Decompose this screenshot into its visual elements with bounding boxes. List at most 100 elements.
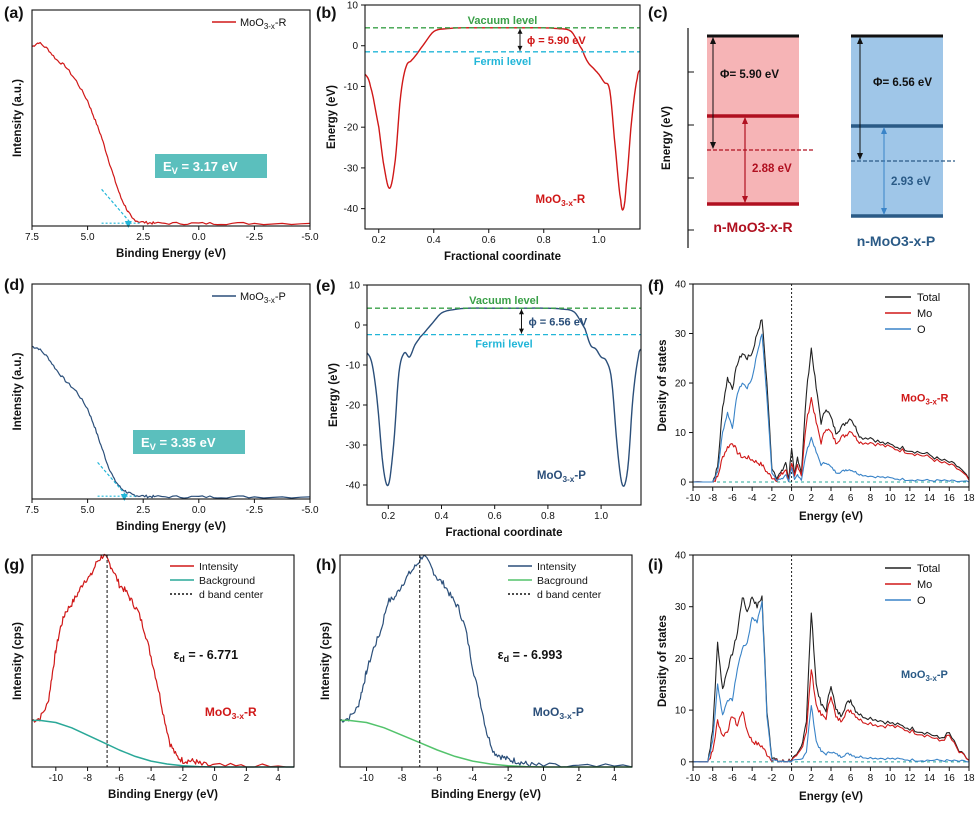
x-tick-label: -10 bbox=[49, 773, 64, 784]
x-tick-label: 2.5 bbox=[136, 232, 150, 243]
vacuum-level-label: Vacuum level bbox=[469, 295, 539, 307]
x-tick-label: 0.0 bbox=[192, 505, 206, 516]
sample-label: MoO3-x-P bbox=[533, 705, 584, 721]
x-tick-label: -8 bbox=[708, 773, 717, 784]
y-tick-label: -30 bbox=[346, 441, 361, 452]
x-tick-label: 0.8 bbox=[537, 235, 551, 246]
y-tick-label: 30 bbox=[675, 602, 687, 613]
x-tick-label: -6 bbox=[433, 773, 442, 784]
legend-label: Bacground bbox=[537, 575, 588, 587]
x-tick-label: 7.5 bbox=[25, 505, 39, 516]
x-tick-label: -4 bbox=[468, 773, 477, 784]
plot-frame bbox=[31, 9, 311, 227]
d-band-annotation: εd = - 6.993 bbox=[498, 648, 563, 664]
x-tick-label: -2.5 bbox=[246, 505, 264, 516]
x-tick-label: 0 bbox=[541, 773, 547, 784]
x-tick-label: 6 bbox=[848, 773, 854, 784]
y-tick-label: 20 bbox=[675, 654, 687, 665]
y-tick-label: -40 bbox=[346, 481, 361, 492]
x-tick-label: 16 bbox=[944, 493, 956, 504]
legend-label: Intensity bbox=[537, 561, 577, 573]
x-axis-label: Energy (eV) bbox=[799, 511, 863, 523]
y-axis-label: Energy (eV) bbox=[661, 106, 673, 170]
y-tick-label: -10 bbox=[346, 361, 361, 372]
legend-label: O bbox=[917, 324, 926, 336]
x-tick-label: 10 bbox=[885, 493, 897, 504]
arrow-head bbox=[881, 208, 887, 215]
d-band-annotation: εd = - 6.771 bbox=[173, 648, 238, 664]
x-tick-label: 8 bbox=[868, 493, 874, 504]
y-tick-label: 10 bbox=[349, 281, 361, 292]
panel-label-e: (e) bbox=[316, 278, 336, 295]
y-axis-label: Energy (eV) bbox=[326, 85, 338, 149]
phi-arrow-head bbox=[517, 45, 523, 51]
legend-label: O bbox=[917, 595, 926, 607]
y-tick-label: 10 bbox=[675, 706, 687, 717]
panel-label-i: (i) bbox=[648, 557, 663, 574]
y-axis-label: Energy (eV) bbox=[328, 363, 340, 427]
y-tick-label: 0 bbox=[680, 478, 686, 489]
x-tick-label: 0 bbox=[789, 773, 795, 784]
x-tick-label: -4 bbox=[147, 773, 156, 784]
x-tick-label: 0.6 bbox=[488, 511, 502, 522]
dos-line-o bbox=[692, 600, 969, 763]
tangent-line bbox=[97, 462, 127, 497]
x-tick-label: 2 bbox=[244, 773, 250, 784]
fermi-level-label: Fermi level bbox=[475, 339, 532, 351]
x-tick-label: -8 bbox=[708, 493, 717, 504]
y-tick-label: -40 bbox=[344, 204, 359, 215]
y-tick-label: -30 bbox=[344, 163, 359, 174]
x-tick-label: 2 bbox=[809, 773, 815, 784]
legend-label: Total bbox=[917, 563, 940, 575]
x-tick-label: 14 bbox=[924, 493, 936, 504]
y-tick-label: 0 bbox=[680, 757, 686, 768]
x-tick-label: 12 bbox=[904, 493, 916, 504]
plot-frame bbox=[31, 283, 311, 500]
arrow-head bbox=[857, 37, 863, 44]
dos-line-mo bbox=[692, 669, 970, 763]
x-tick-label: -6 bbox=[115, 773, 124, 784]
box-label-p: n-MoO3-x-P bbox=[857, 233, 936, 249]
x-tick-label: -10 bbox=[686, 493, 701, 504]
plot-frame bbox=[31, 554, 295, 768]
y-tick-label: -20 bbox=[344, 123, 359, 134]
arrow-head bbox=[881, 127, 887, 134]
x-tick-label: 16 bbox=[944, 773, 956, 784]
x-tick-label: -8 bbox=[397, 773, 406, 784]
y-tick-label: 20 bbox=[675, 379, 687, 390]
x-tick-label: 0.2 bbox=[381, 511, 395, 522]
x-tick-label: -6 bbox=[728, 493, 737, 504]
phi-label: ϕ = 6.56 eV bbox=[528, 316, 587, 328]
sample-label: MoO3-x-R bbox=[536, 194, 586, 208]
arrow-head bbox=[742, 117, 748, 124]
y-tick-label: -20 bbox=[346, 401, 361, 412]
y-axis-label: Intensity (a.u.) bbox=[12, 352, 24, 430]
box-r bbox=[707, 36, 799, 204]
sample-label: MoO3-x-R bbox=[205, 705, 257, 721]
arrow-head bbox=[710, 37, 716, 44]
x-tick-label: 2 bbox=[576, 773, 582, 784]
x-tick-label: -2.5 bbox=[246, 232, 264, 243]
background-line bbox=[32, 719, 294, 768]
box-label-r: n-MoO3-x-R bbox=[713, 219, 792, 235]
x-tick-label: 0.4 bbox=[427, 235, 441, 246]
x-tick-label: -10 bbox=[359, 773, 374, 784]
panel-label-c: (c) bbox=[648, 5, 668, 22]
y-tick-label: 10 bbox=[675, 428, 687, 439]
legend-label: MoO3-x-R bbox=[240, 17, 286, 31]
x-tick-label: 18 bbox=[963, 773, 975, 784]
legend-label: d band center bbox=[537, 589, 602, 601]
x-tick-label: 0.4 bbox=[435, 511, 449, 522]
panel-label-f: (f) bbox=[648, 278, 664, 295]
x-axis-label: Energy (eV) bbox=[799, 791, 863, 803]
phi-label-p: Φ= 6.56 eV bbox=[873, 77, 932, 89]
x-tick-label: 0.8 bbox=[541, 511, 555, 522]
y-tick-label: 10 bbox=[347, 1, 359, 12]
fermi-level-label: Fermi level bbox=[474, 56, 531, 68]
x-tick-label: -2 bbox=[767, 493, 776, 504]
x-tick-label: 4 bbox=[828, 493, 834, 504]
x-tick-label: -8 bbox=[83, 773, 92, 784]
x-tick-label: -5.0 bbox=[301, 232, 319, 243]
x-tick-label: -2 bbox=[178, 773, 187, 784]
